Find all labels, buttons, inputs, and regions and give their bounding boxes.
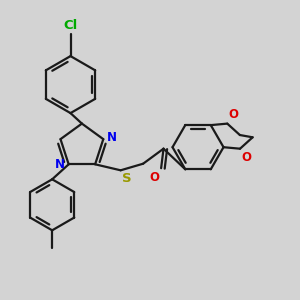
Text: S: S — [122, 172, 131, 185]
Text: N: N — [107, 131, 117, 144]
Text: O: O — [229, 108, 239, 121]
Text: Cl: Cl — [63, 19, 78, 32]
Text: O: O — [150, 171, 160, 184]
Text: N: N — [55, 158, 65, 171]
Text: O: O — [242, 151, 251, 164]
